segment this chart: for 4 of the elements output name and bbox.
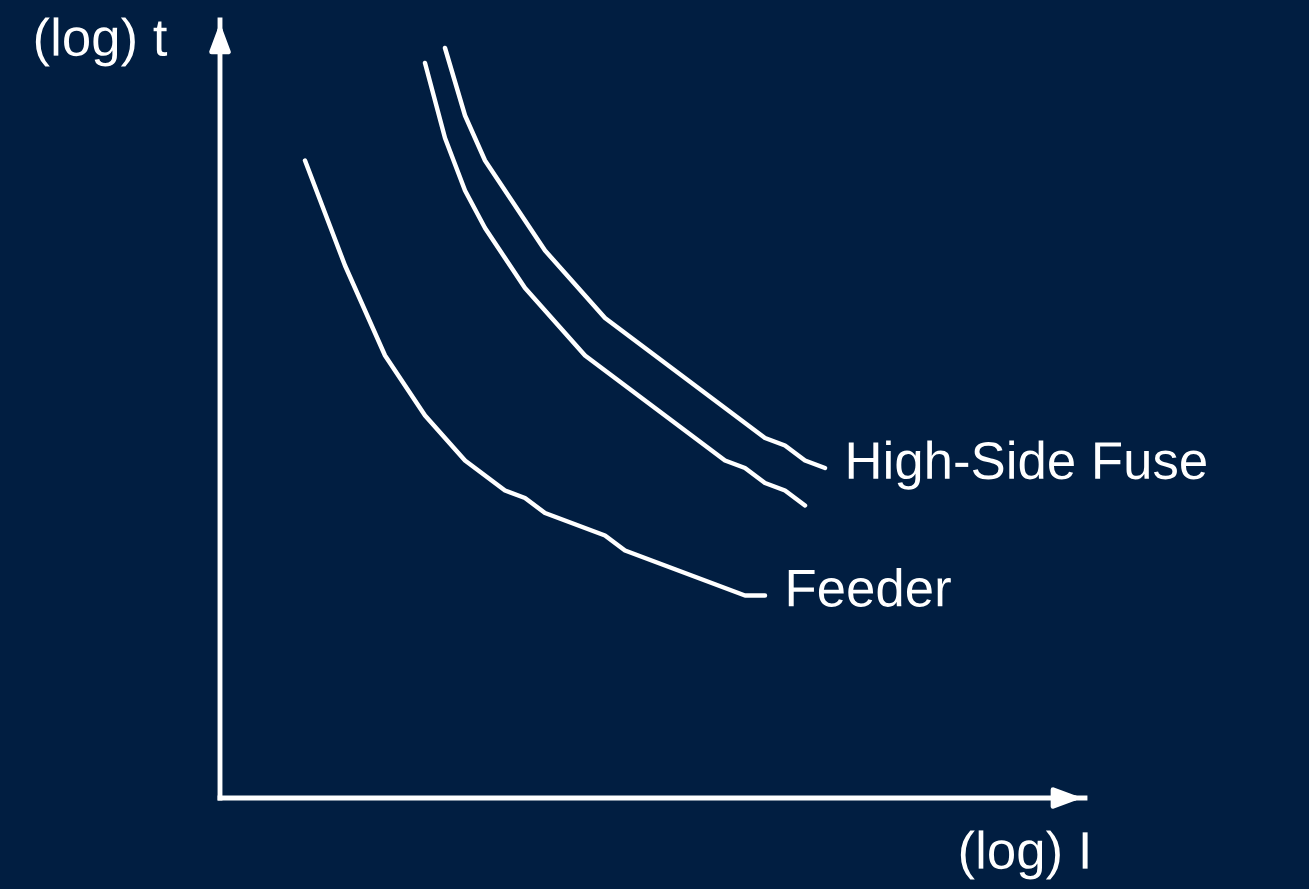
series-label: Feeder — [788, 568, 951, 607]
y-axis-title: (log) t — [35, 17, 168, 67]
series-label: High-Side Fuse — [848, 440, 1206, 490]
x-axis-title: (log) I — [960, 830, 1088, 880]
